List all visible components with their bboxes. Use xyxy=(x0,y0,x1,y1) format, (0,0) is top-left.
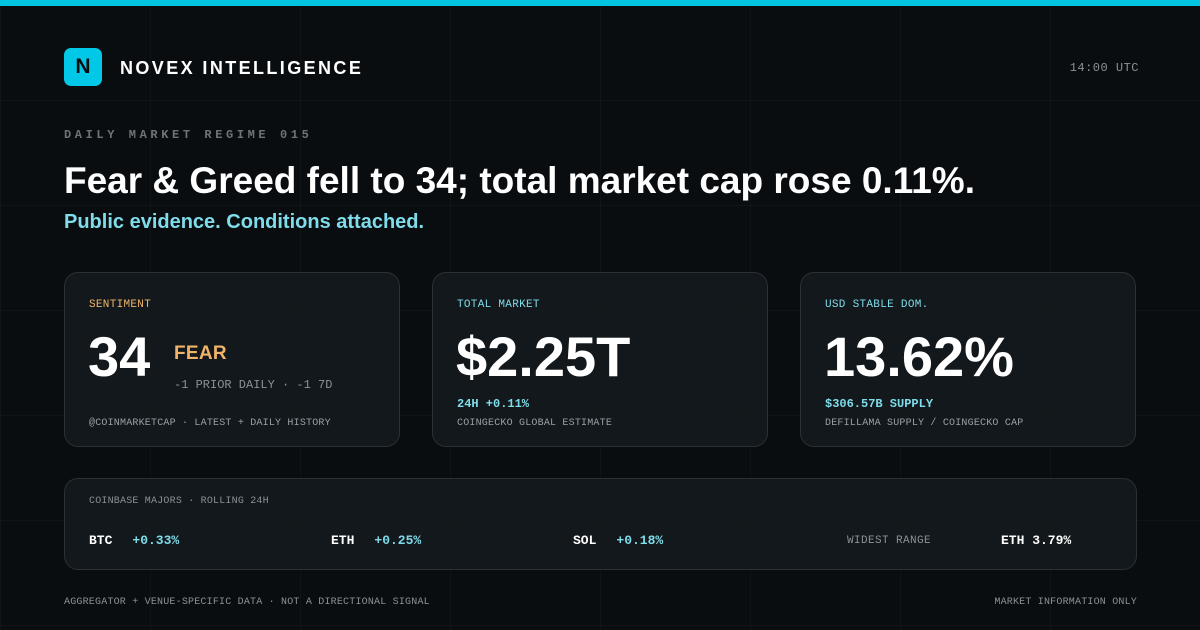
major-item-sol: SOL +0.18% xyxy=(573,533,663,548)
sentiment-label: SENTIMENT xyxy=(89,299,152,311)
footer-note: MARKET INFORMATION ONLY xyxy=(994,597,1137,608)
major-symbol: BTC xyxy=(89,533,113,548)
major-change: +0.33% xyxy=(132,533,180,548)
sentiment-change: -1 PRIOR DAILY · -1 7D xyxy=(174,378,333,392)
stable-dominance-card: USD STABLE DOM. 13.62% $306.57B SUPPLY D… xyxy=(800,272,1136,447)
major-symbol: SOL xyxy=(573,533,597,548)
timestamp: 14:00 UTC xyxy=(1069,61,1139,75)
stable-dominance-source: DEFILLAMA SUPPLY / COINGECKO CAP xyxy=(825,418,1024,429)
widest-range-label: WIDEST RANGE xyxy=(847,535,932,547)
total-market-label: TOTAL MARKET xyxy=(457,299,540,311)
report-eyebrow: DAILY MARKET REGIME 015 xyxy=(64,128,313,142)
sentiment-state: FEAR xyxy=(174,343,227,364)
major-item-btc: BTC +0.33% xyxy=(89,533,179,548)
sentiment-source: @COINMARKETCAP · LATEST + DAILY HISTORY xyxy=(89,418,331,429)
stable-supply: $306.57B SUPPLY xyxy=(825,397,934,411)
headline: Fear & Greed fell to 34; total market ca… xyxy=(64,160,975,201)
total-market-source: COINGECKO GLOBAL ESTIMATE xyxy=(457,418,613,429)
majors-panel: COINBASE MAJORS · ROLLING 24H BTC +0.33% … xyxy=(64,478,1137,570)
major-symbol: ETH xyxy=(331,533,355,548)
accent-top-bar xyxy=(0,0,1200,6)
brand-logo-icon: N xyxy=(64,48,102,86)
stable-dominance-value: 13.62% xyxy=(824,325,1014,388)
total-market-value: $2.25T xyxy=(456,325,631,388)
footer-disclaimer: AGGREGATOR + VENUE-SPECIFIC DATA · NOT A… xyxy=(64,597,430,608)
brand-name: NOVEX INTELLIGENCE xyxy=(120,58,364,78)
stable-dominance-label: USD STABLE DOM. xyxy=(825,299,929,311)
subheadline: Public evidence. Conditions attached. xyxy=(64,211,425,233)
majors-title: COINBASE MAJORS · ROLLING 24H xyxy=(89,496,269,507)
widest-range-value: ETH 3.79% xyxy=(1001,533,1072,548)
total-market-change: 24H +0.11% xyxy=(457,397,530,411)
major-change: +0.25% xyxy=(374,533,422,548)
sentiment-card: SENTIMENT 34 FEAR -1 PRIOR DAILY · -1 7D… xyxy=(64,272,400,447)
sentiment-value: 34 xyxy=(88,325,151,388)
major-change: +0.18% xyxy=(616,533,664,548)
total-market-card: TOTAL MARKET $2.25T 24H +0.11% COINGECKO… xyxy=(432,272,768,447)
major-item-eth: ETH +0.25% xyxy=(331,533,421,548)
